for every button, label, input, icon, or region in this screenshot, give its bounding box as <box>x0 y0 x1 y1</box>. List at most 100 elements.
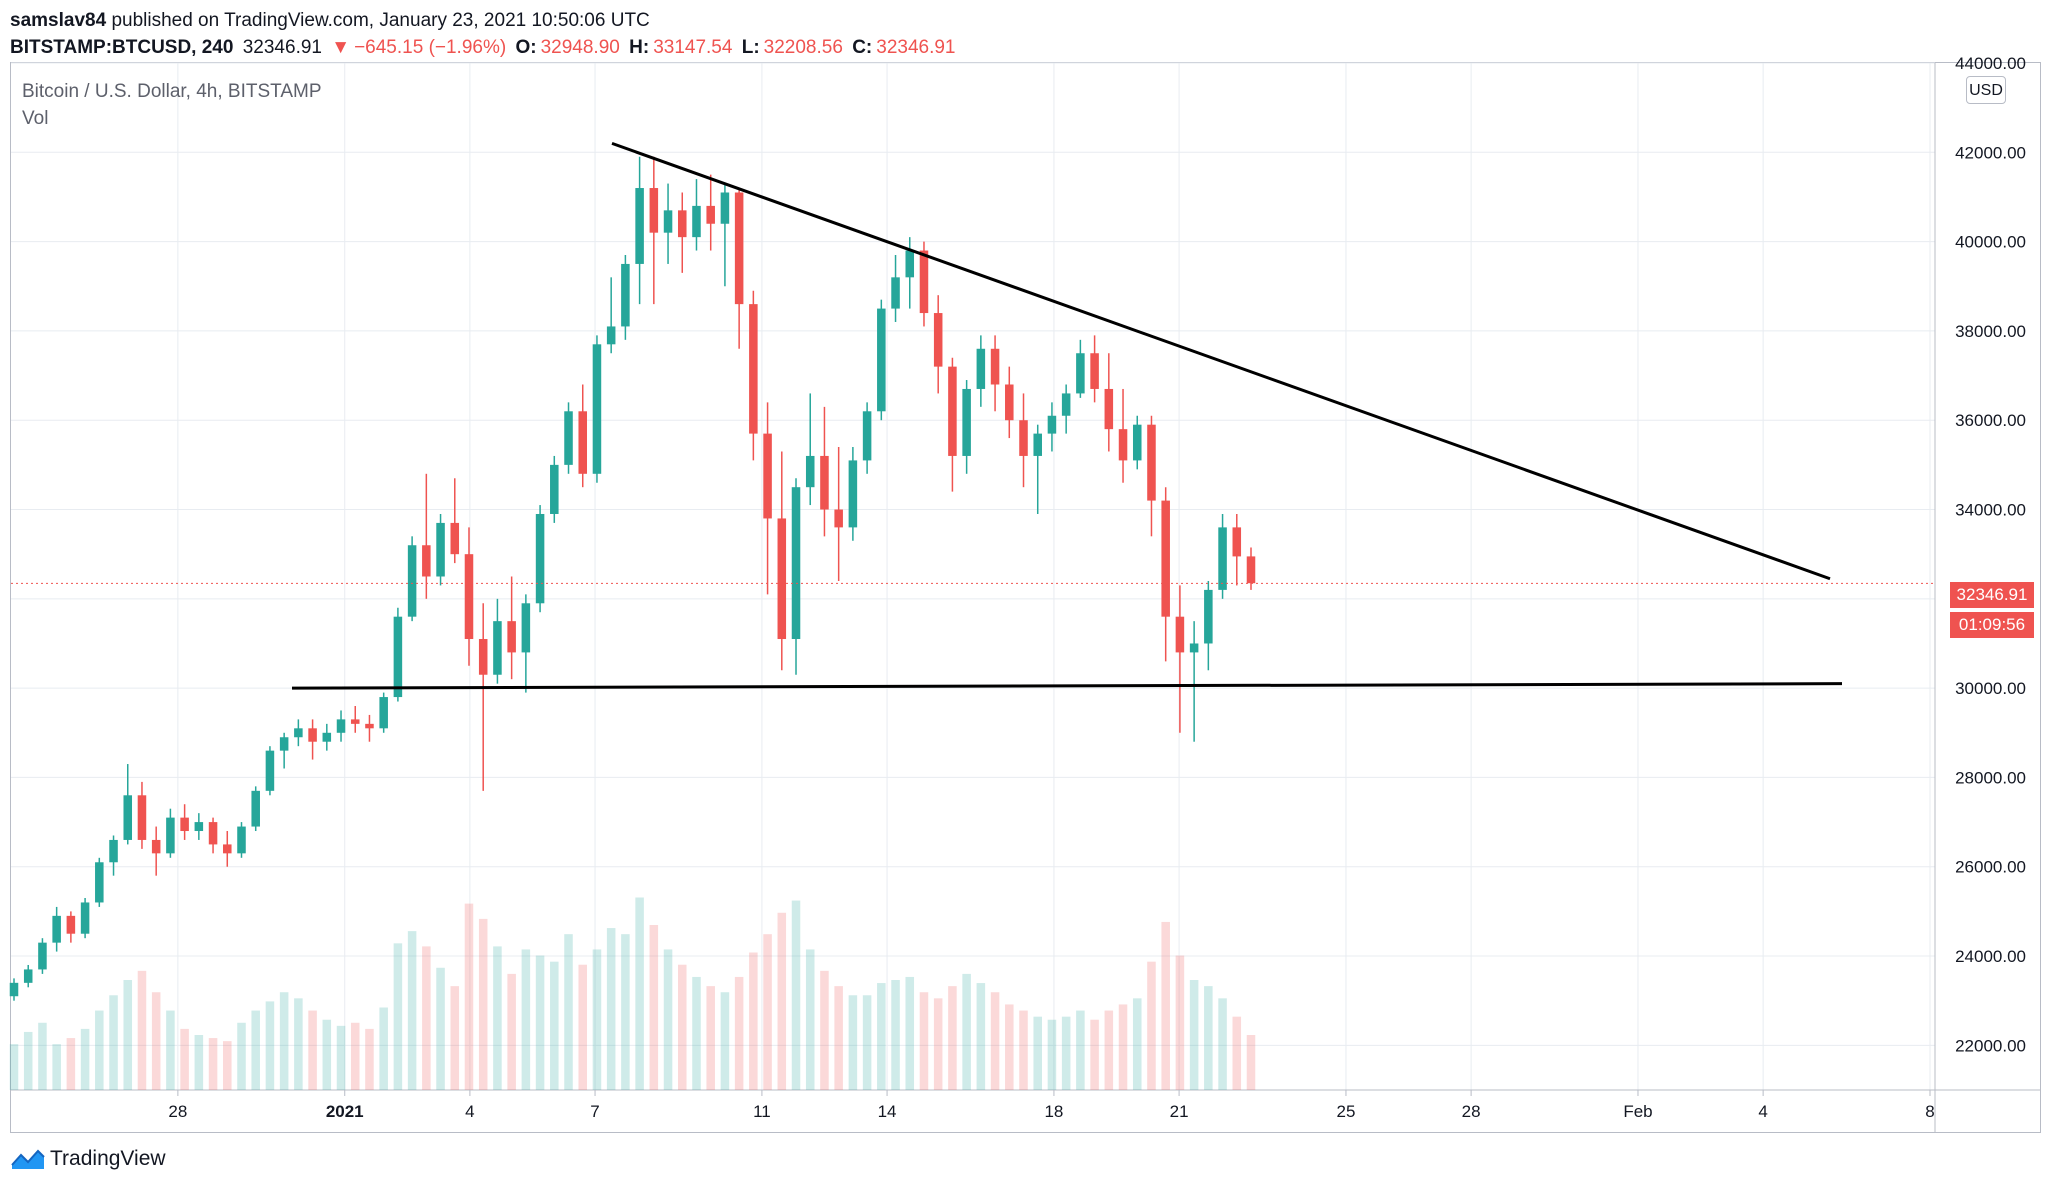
candle-body <box>450 522 460 555</box>
candle-body <box>1047 415 1057 434</box>
publisher-name[interactable]: samslav84 <box>10 10 107 31</box>
candle-body <box>38 942 47 970</box>
volume-bar <box>180 1028 189 1090</box>
y-tick-label: 22000.00 <box>1955 1036 2026 1055</box>
volume-bar <box>407 931 417 1090</box>
candle-body <box>464 554 474 640</box>
volume-bar <box>151 992 161 1090</box>
x-tick-label: 14 <box>878 1102 897 1121</box>
candle-body <box>990 348 1000 385</box>
volume-bar <box>848 995 858 1090</box>
candle-body <box>507 621 516 653</box>
candle-body <box>706 205 715 224</box>
symbol-label: BITSTAMP:BTCUSD, 240 <box>10 37 234 58</box>
candle-body <box>578 411 588 474</box>
candle-body <box>606 326 616 345</box>
volume-bar <box>123 980 133 1090</box>
tradingview-logo-icon[interactable] <box>10 1145 46 1175</box>
publish-info: published on TradingView.com, January 23… <box>111 10 650 31</box>
volume-bar <box>1218 998 1227 1090</box>
candle-body <box>692 205 701 238</box>
volume-bar <box>52 1044 61 1090</box>
candle-body <box>66 915 76 934</box>
descending-trendline[interactable] <box>611 141 1831 581</box>
volume-bar <box>166 1010 175 1090</box>
volume-bar <box>663 949 673 1090</box>
candle-body <box>1246 556 1256 584</box>
x-tick-label: 7 <box>590 1102 599 1121</box>
volume-bar <box>877 983 886 1090</box>
volume-bar <box>1161 921 1170 1090</box>
ohlc-line: BITSTAMP:BTCUSD, 240 32346.91 ▼ −645.15 (… <box>10 37 960 59</box>
candle-body <box>1175 616 1185 653</box>
volume-bar <box>1061 1016 1071 1090</box>
x-tick-label: 11 <box>753 1102 771 1121</box>
volume-bar <box>578 964 588 1090</box>
volume-bar <box>109 995 118 1090</box>
candle-body <box>95 862 104 903</box>
volume-bar <box>692 976 701 1090</box>
volume-bar <box>777 912 787 1090</box>
x-tick-label: 18 <box>1044 1102 1063 1121</box>
candle-body <box>308 728 317 742</box>
volume-bar <box>308 1010 317 1090</box>
candle-body <box>365 723 374 729</box>
candle-body <box>1218 527 1227 590</box>
candle-body <box>294 728 303 738</box>
y-tick-label: 34000.00 <box>1955 501 2026 520</box>
volume-bar <box>194 1035 204 1090</box>
volume-bar <box>635 897 644 1090</box>
candle-body <box>621 263 630 327</box>
candle-body <box>1232 527 1242 557</box>
candle-body <box>877 308 886 412</box>
volume-bar <box>38 1022 47 1090</box>
volume-bar <box>820 970 829 1090</box>
volume-bar <box>507 973 516 1090</box>
candle-body <box>208 822 218 845</box>
volume-bar <box>948 986 957 1090</box>
candle-body <box>564 411 573 465</box>
volume-bar <box>80 1028 90 1090</box>
candle-body <box>1005 384 1014 421</box>
publish-line: samslav84 published on TradingView.com, … <box>10 10 650 32</box>
y-tick-label: 40000.00 <box>1955 233 2026 252</box>
tradingview-brand[interactable]: TradingView <box>50 1147 166 1170</box>
volume-bar <box>464 903 474 1090</box>
volume-bar <box>805 949 815 1090</box>
candle-body <box>379 697 388 729</box>
volume-bar <box>1033 1016 1042 1090</box>
candle-body <box>393 616 403 698</box>
volume-bar <box>891 980 900 1090</box>
candle-body <box>180 817 189 832</box>
volume-bar <box>265 1001 275 1090</box>
currency-button[interactable]: USD <box>1966 76 2006 104</box>
high-label: H: <box>629 37 650 58</box>
candle-body <box>52 915 61 943</box>
candle-body <box>1132 424 1142 461</box>
candle-body <box>151 839 161 854</box>
candle-body <box>422 545 431 577</box>
y-tick-label: 28000.00 <box>1955 768 2026 787</box>
volume-bar <box>436 967 445 1090</box>
candle-body <box>251 790 260 827</box>
volume-bar <box>493 946 502 1090</box>
candle-body <box>791 487 801 640</box>
candle-body <box>919 250 929 314</box>
candle-body <box>350 719 360 724</box>
volume-bar <box>706 986 715 1090</box>
volume-bar <box>1132 998 1142 1090</box>
support-trendline[interactable] <box>291 682 1843 690</box>
volume-bar <box>450 986 460 1090</box>
volume-bar <box>237 1022 246 1090</box>
volume-bar <box>9 1044 19 1090</box>
volume-bar <box>621 934 630 1090</box>
volume-bar <box>749 952 758 1090</box>
volume-bar <box>1204 986 1213 1090</box>
volume-bar <box>919 992 929 1090</box>
candle-body <box>820 455 829 510</box>
candle-body <box>137 795 147 840</box>
candle-body <box>23 969 33 983</box>
volume-bar <box>66 1038 76 1090</box>
last-price: 32346.91 <box>242 37 322 58</box>
